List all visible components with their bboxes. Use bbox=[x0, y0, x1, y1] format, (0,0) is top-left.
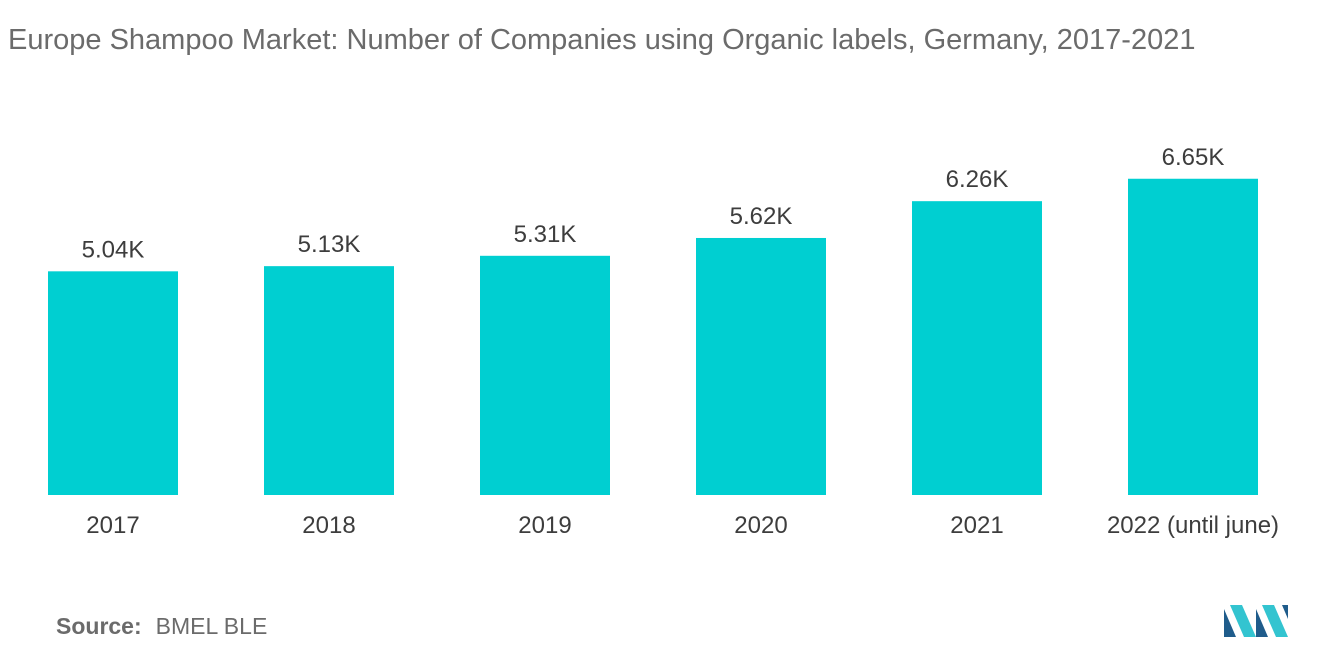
bar-2018 bbox=[264, 266, 394, 495]
bar-2021 bbox=[912, 201, 1042, 496]
data-label: 5.04K bbox=[82, 236, 145, 263]
bar-2020 bbox=[696, 237, 826, 495]
bar-2017 bbox=[48, 271, 178, 495]
data-label: 5.31K bbox=[514, 221, 577, 248]
bar-chart: 5.04K 2017 5.13K 2018 5.31K 2019 5.62K 2020 6.26… bbox=[48, 144, 1279, 539]
data-label: 6.65K bbox=[1162, 144, 1225, 171]
bar-2019 bbox=[480, 255, 610, 495]
x-tick-label: 2019 bbox=[518, 512, 571, 539]
x-tick-label: 2017 bbox=[86, 512, 139, 539]
bar-2022 bbox=[1128, 178, 1258, 495]
data-label: 5.62K bbox=[730, 203, 793, 230]
x-tick-label: 2020 bbox=[734, 512, 787, 539]
data-label: 6.26K bbox=[946, 166, 1009, 193]
x-tick-label: 2022 (until june) bbox=[1107, 512, 1279, 539]
source-label: Source: bbox=[56, 613, 142, 639]
chart-title: Europe Shampoo Market: Number of Compani… bbox=[8, 24, 1196, 56]
x-tick-label: 2021 bbox=[950, 512, 1003, 539]
source-value: BMEL BLE bbox=[155, 613, 268, 639]
source-note: Source: BMEL BLE bbox=[56, 613, 267, 640]
mordor-intelligence-logo-icon bbox=[1224, 605, 1288, 637]
data-label: 5.13K bbox=[298, 231, 361, 258]
x-tick-label: 2018 bbox=[302, 512, 355, 539]
